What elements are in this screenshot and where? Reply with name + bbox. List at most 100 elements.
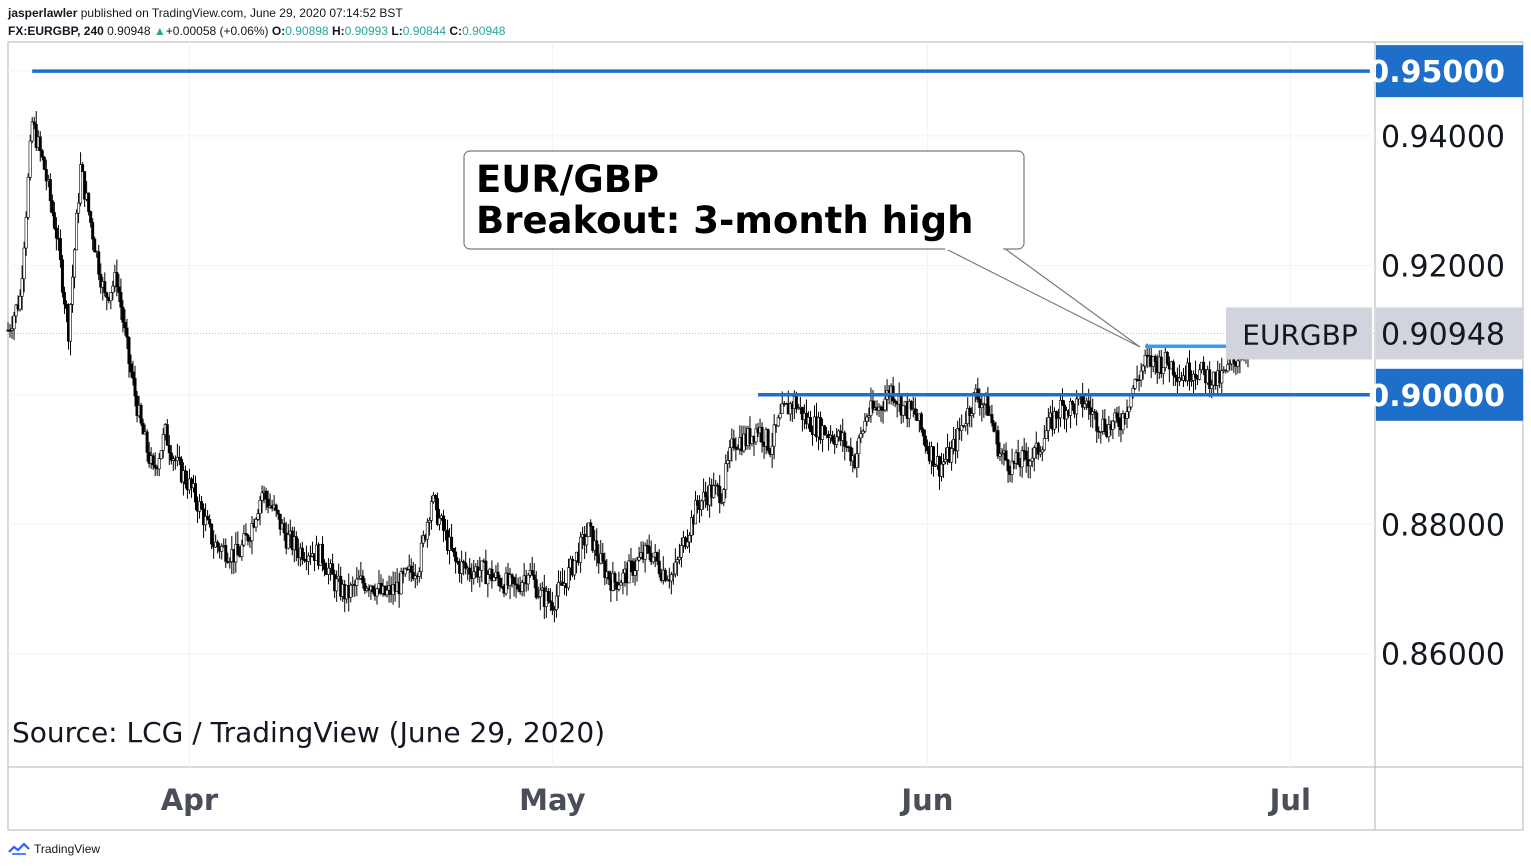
candle-body: [635, 559, 639, 571]
candle: [579, 531, 583, 573]
candle: [1095, 410, 1099, 443]
candle: [103, 272, 107, 297]
candle: [595, 528, 599, 567]
candle-body: [1042, 438, 1046, 451]
candle: [38, 131, 42, 162]
candle-body: [167, 444, 171, 454]
candle: [54, 217, 58, 251]
candle-body: [109, 292, 113, 301]
candle-body: [1141, 365, 1145, 372]
candle-body: [718, 486, 722, 504]
high-value: 0.90993: [344, 24, 389, 38]
last-price: 0.90948: [107, 24, 151, 38]
level-price-badge[interactable]: [1376, 368, 1523, 421]
candle: [480, 560, 484, 583]
candle-body: [552, 609, 556, 611]
candle-body: [516, 584, 520, 590]
candle-body: [28, 140, 32, 178]
candle-body: [115, 272, 119, 288]
candle: [286, 523, 290, 550]
candle: [151, 453, 155, 470]
symbol-name[interactable]: FX:EURGBP, 240: [8, 24, 104, 38]
candle-body: [97, 251, 101, 275]
candle: [643, 542, 647, 573]
candle-body: [921, 429, 925, 437]
candle: [863, 412, 867, 434]
candle: [452, 547, 456, 557]
candle: [998, 442, 1002, 462]
source-note: Source: LCG / TradingView (June 29, 2020…: [12, 716, 605, 749]
candle: [242, 525, 246, 548]
candle: [60, 255, 64, 298]
candle-body: [335, 578, 339, 592]
author-name[interactable]: jasperlawler: [8, 6, 78, 20]
candle-body: [200, 501, 204, 510]
candle-body: [726, 460, 730, 464]
candle: [673, 548, 677, 578]
candle-body: [1030, 457, 1034, 462]
candle: [567, 558, 571, 591]
candle-body: [1006, 459, 1010, 472]
candle: [867, 407, 871, 422]
candle-body: [823, 425, 827, 436]
candle: [1058, 394, 1062, 428]
candle: [679, 537, 683, 568]
candle-body: [1115, 412, 1119, 419]
candle: [335, 570, 339, 602]
candle: [1000, 447, 1004, 465]
symbol-tag[interactable]: [1226, 307, 1372, 360]
candle-body: [925, 445, 929, 452]
candle-body: [472, 571, 476, 579]
candle: [97, 244, 101, 281]
footer-brand[interactable]: TradingView: [34, 842, 101, 856]
candle: [603, 552, 607, 586]
candle-body: [722, 489, 726, 503]
candle: [139, 402, 143, 426]
candle-body: [454, 551, 458, 562]
candle: [754, 423, 758, 445]
candle: [685, 529, 689, 549]
candle: [1069, 398, 1073, 429]
candle: [8, 323, 12, 338]
candle: [183, 465, 187, 489]
current-price-badge[interactable]: [1376, 307, 1523, 360]
candle-body: [30, 121, 34, 142]
candle: [732, 429, 736, 451]
candle-body: [643, 544, 647, 560]
candle: [403, 567, 407, 577]
candle: [462, 559, 466, 576]
candle: [942, 453, 946, 478]
callout-box[interactable]: [463, 150, 1025, 250]
candle-body: [282, 523, 286, 534]
candle-body: [413, 575, 417, 580]
candle-body: [589, 522, 593, 527]
candle: [75, 209, 79, 251]
price-axis[interactable]: 0.94000 0.92000 0.88000 0.86000 0.95000 0.900…: [1226, 45, 1523, 673]
candle: [933, 463, 937, 468]
candle-body: [554, 595, 558, 610]
candle: [1141, 364, 1145, 380]
candle-body: [484, 560, 488, 585]
candle-body: [849, 446, 853, 462]
candle: [986, 386, 990, 416]
candle-body: [357, 577, 361, 580]
candle-body: [534, 579, 538, 598]
candle: [204, 503, 208, 532]
candle-body: [498, 577, 502, 587]
annotation-callout[interactable]: EUR/GBP Breakout: 3-month high: [463, 150, 1141, 348]
candle-body: [778, 413, 782, 419]
level-price-badge[interactable]: [1376, 45, 1523, 98]
candle-body: [796, 407, 800, 410]
candle-body: [772, 424, 776, 447]
candle: [1006, 458, 1010, 483]
candle: [331, 553, 335, 575]
footer: TradingView: [8, 842, 100, 856]
candle: [42, 155, 46, 171]
candle-body: [105, 292, 109, 298]
time-axis[interactable]: Apr May Jun Jul: [161, 783, 1311, 817]
candle-body: [1075, 398, 1079, 415]
candle-body: [679, 545, 683, 558]
candle-body: [556, 582, 560, 597]
candle-body: [591, 525, 595, 551]
